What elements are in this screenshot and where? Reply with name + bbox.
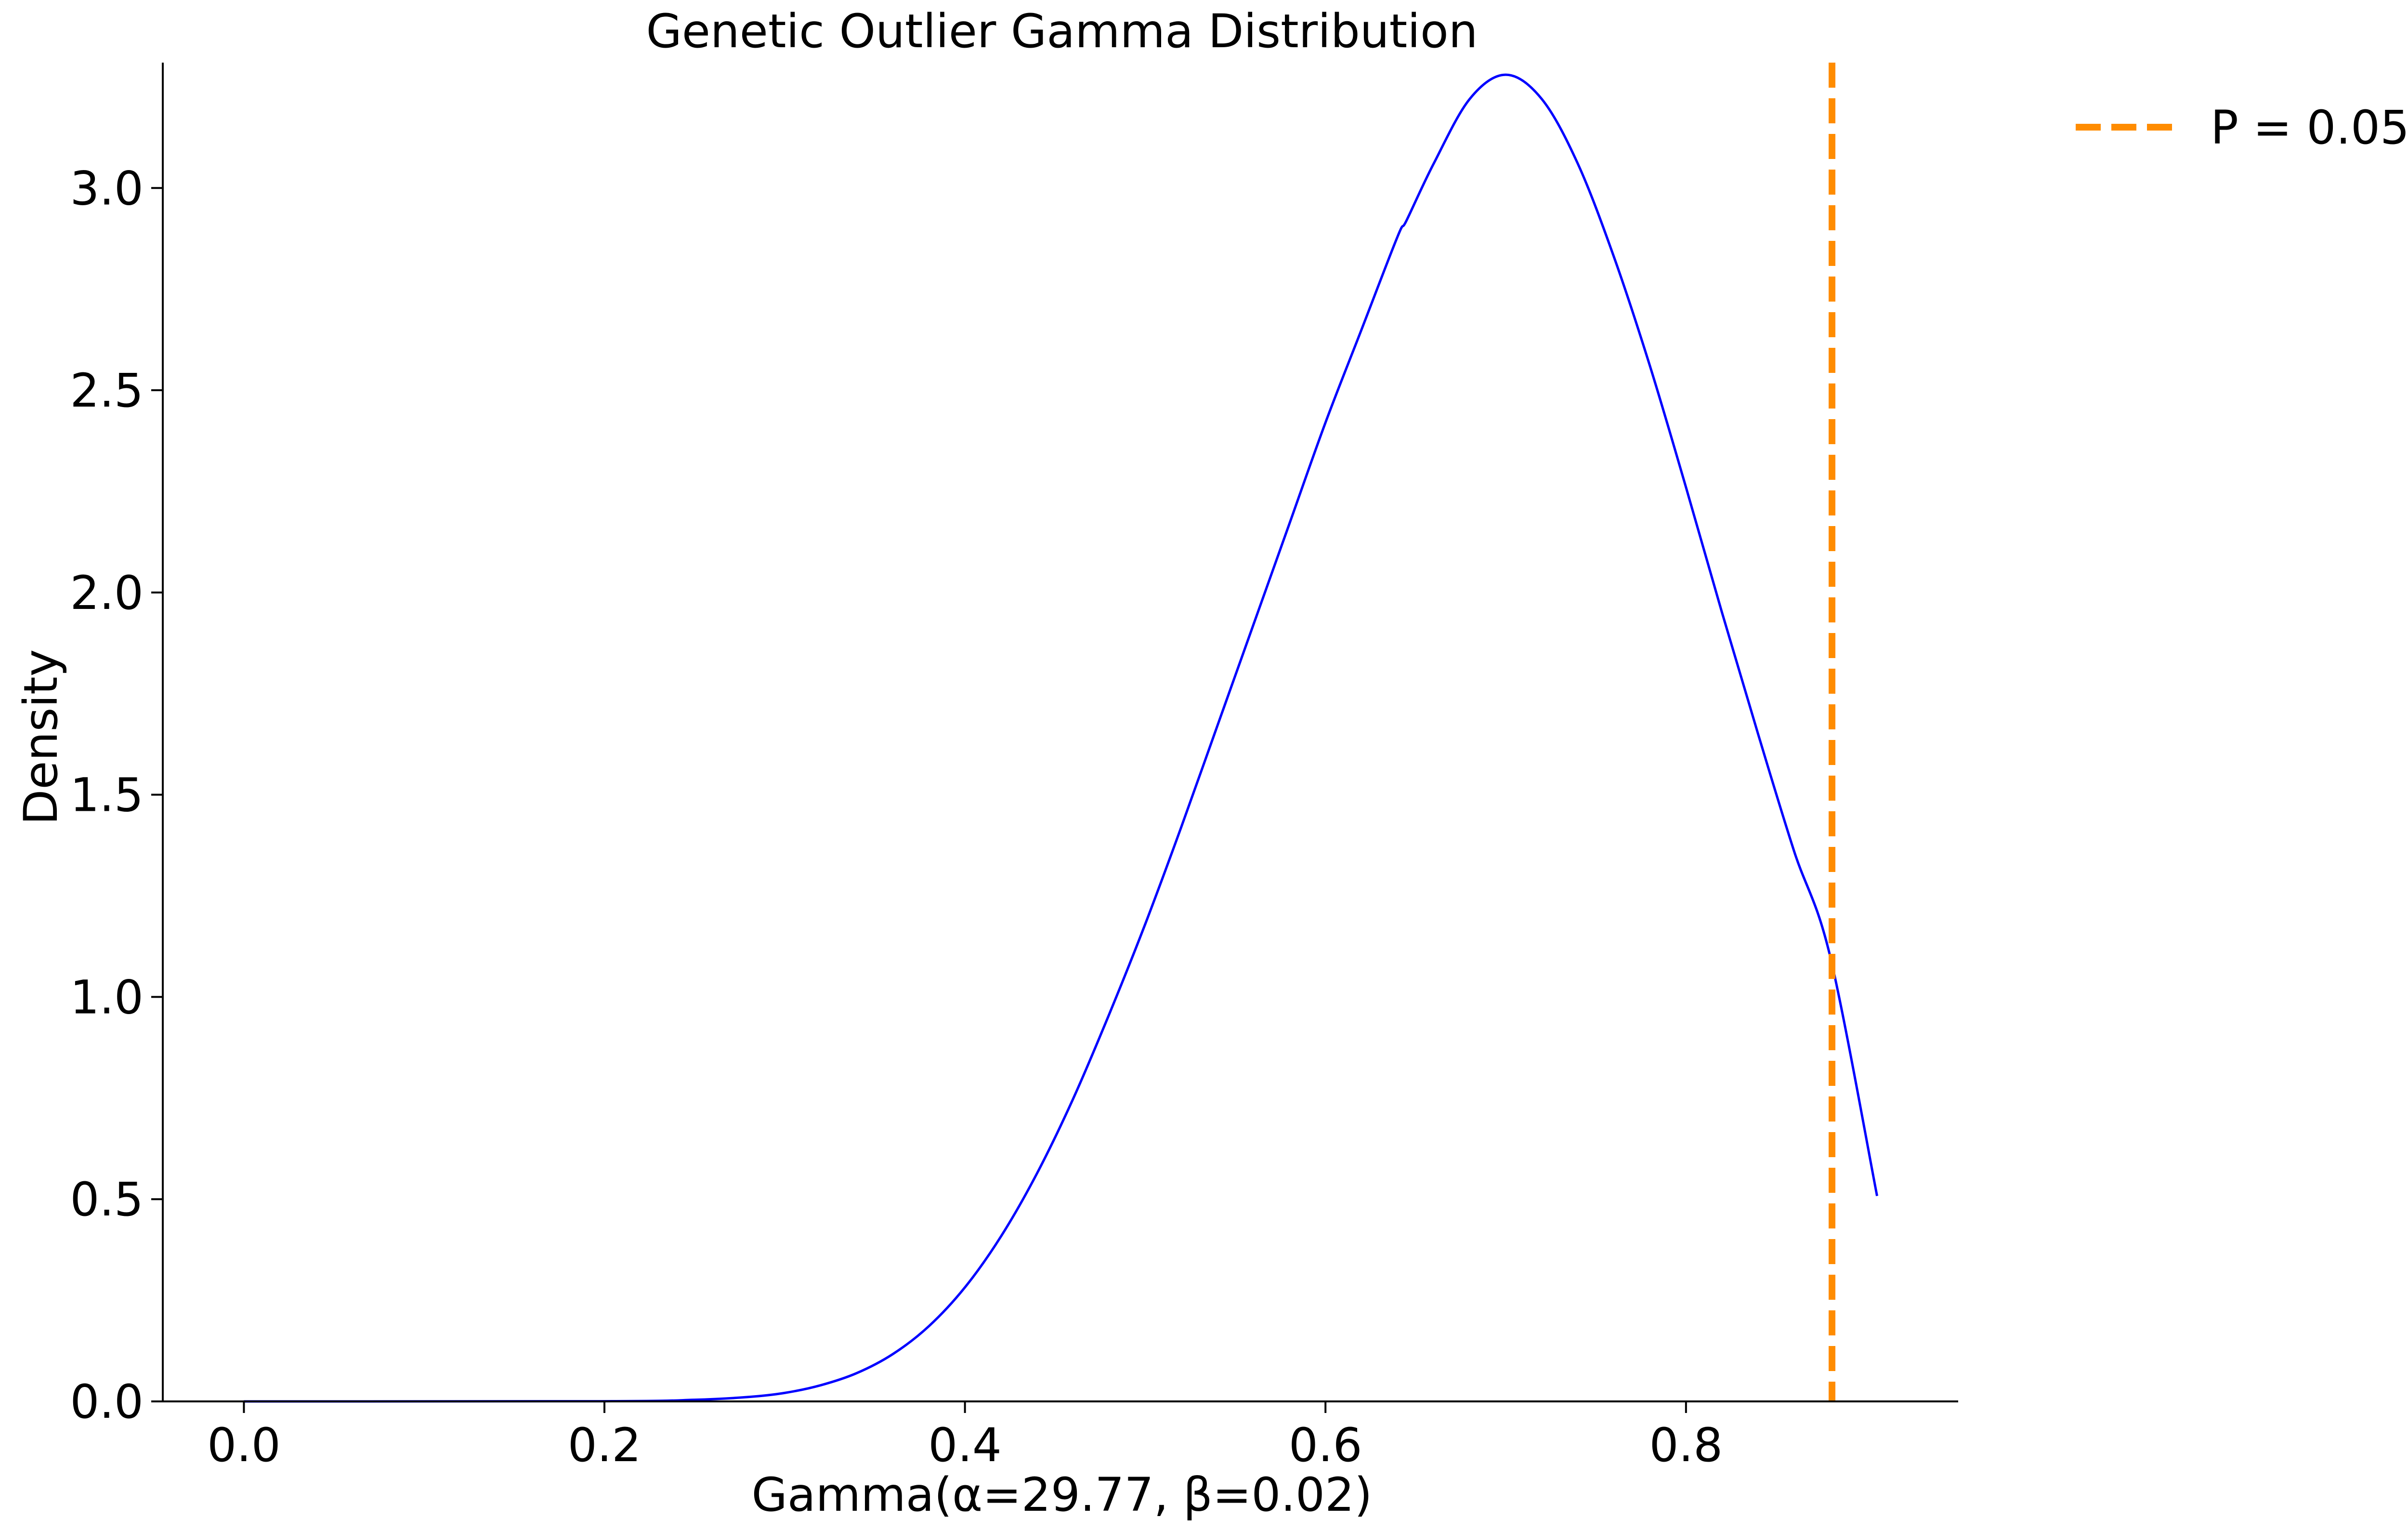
y-ticks: 0.0 0.5 1.0 1.5 2.0 2.5 3.0	[70, 161, 163, 1429]
y-tick-label: 0.5	[70, 1173, 144, 1227]
x-tick-label: 0.6	[1289, 1418, 1362, 1472]
x-tick-label: 0.8	[1649, 1418, 1723, 1472]
legend: P = 0.05	[2076, 101, 2408, 155]
legend-label-p-005: P = 0.05	[2211, 101, 2408, 155]
y-tick-label: 3.0	[70, 161, 144, 215]
x-tick-label: 0.4	[928, 1418, 1002, 1472]
x-tick-label: 0.2	[568, 1418, 641, 1472]
y-tick-label: 1.0	[70, 970, 144, 1024]
y-tick-label: 0.0	[70, 1375, 144, 1429]
y-tick-label: 1.5	[70, 768, 144, 822]
x-tick-label: 0.0	[207, 1418, 281, 1472]
x-axis-title: Gamma(α=29.77, β=0.02)	[751, 1468, 1372, 1522]
x-ticks: 0.0 0.2 0.4 0.6 0.8	[207, 1401, 1723, 1472]
plot-area	[244, 63, 1879, 1403]
y-tick-label: 2.5	[70, 364, 144, 418]
y-tick-label: 2.0	[70, 566, 144, 620]
density-curve	[244, 73, 1879, 1403]
chart-title: Genetic Outlier Gamma Distribution	[646, 4, 1478, 58]
y-axis-title: Density	[14, 649, 68, 825]
